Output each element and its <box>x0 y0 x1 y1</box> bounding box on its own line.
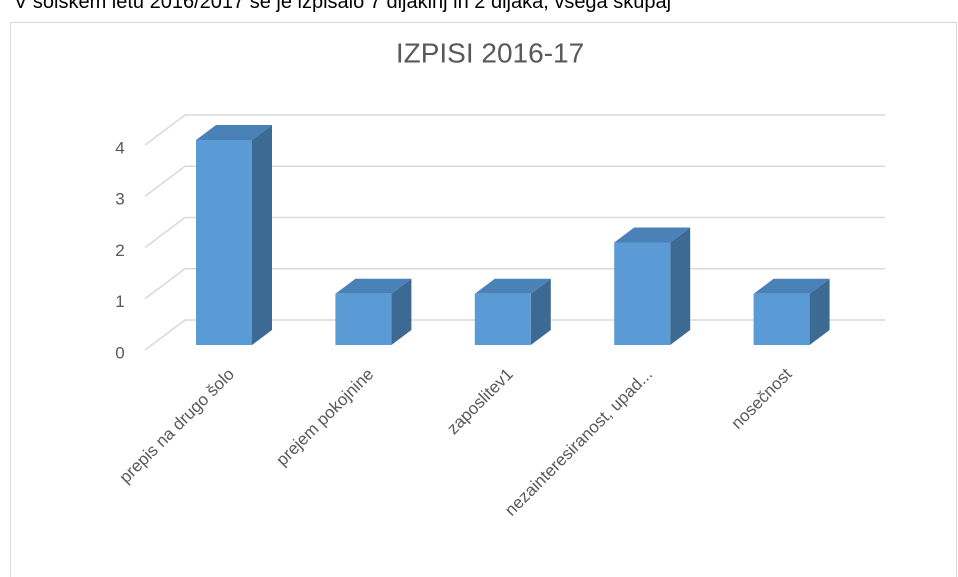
bar-top <box>753 278 830 294</box>
bar-top <box>335 278 412 294</box>
bar-side <box>391 278 412 345</box>
chart-frame <box>10 22 957 577</box>
bar <box>614 227 691 345</box>
y-tick-label: 2 <box>115 241 124 260</box>
x-tick-label: nezainteresiranost, upad... <box>501 365 656 520</box>
bar <box>335 278 412 345</box>
x-tick-label: prepis na drugo šolo <box>116 365 238 487</box>
chart-title: IZPISI 2016-17 <box>396 37 584 68</box>
bar-front <box>196 140 252 345</box>
bar-front <box>474 293 531 345</box>
y-tick-label: 0 <box>115 343 124 362</box>
x-tick-label: nosečnost <box>727 364 795 432</box>
document-text: V šolskem letu 2016/2017 se je izpisalo … <box>14 0 672 13</box>
bar-front <box>753 293 810 345</box>
grid-line <box>144 165 885 197</box>
bar-front <box>335 293 392 345</box>
y-tick-label: 1 <box>115 292 124 311</box>
bar-top <box>614 227 691 243</box>
grid-line <box>144 114 885 146</box>
bar-side <box>252 125 272 345</box>
bar-top <box>196 125 272 140</box>
y-tick-label: 3 <box>115 190 124 209</box>
x-tick-label: prejem pokojnine <box>272 365 377 470</box>
bar-side <box>809 278 830 345</box>
x-tick-label: zaposlitev1 <box>443 365 517 439</box>
bar-front <box>614 242 671 345</box>
bar-top <box>474 278 551 294</box>
bar-side <box>670 227 691 345</box>
grid-line <box>144 216 885 249</box>
bar <box>753 278 830 345</box>
bar <box>196 125 272 345</box>
y-tick-label: 4 <box>115 138 124 157</box>
bar <box>474 278 551 345</box>
bar-side <box>530 278 551 345</box>
